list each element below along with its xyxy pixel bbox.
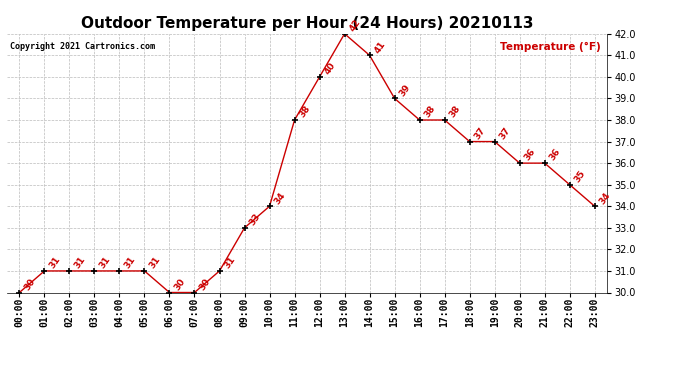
- Title: Outdoor Temperature per Hour (24 Hours) 20210113: Outdoor Temperature per Hour (24 Hours) …: [81, 16, 533, 31]
- Text: 38: 38: [448, 104, 462, 119]
- Text: 31: 31: [122, 255, 137, 270]
- Text: 30: 30: [172, 277, 187, 292]
- Text: 34: 34: [273, 190, 287, 206]
- Text: 36: 36: [522, 147, 538, 162]
- Text: 36: 36: [548, 147, 562, 162]
- Text: 39: 39: [397, 82, 412, 98]
- Text: 38: 38: [422, 104, 437, 119]
- Text: 38: 38: [297, 104, 312, 119]
- Text: 31: 31: [48, 255, 62, 270]
- Text: 31: 31: [72, 255, 87, 270]
- Text: Temperature (°F): Temperature (°F): [500, 42, 601, 52]
- Text: 37: 37: [473, 126, 487, 141]
- Text: 41: 41: [373, 39, 387, 55]
- Text: 30: 30: [197, 277, 212, 292]
- Text: Copyright 2021 Cartronics.com: Copyright 2021 Cartronics.com: [10, 42, 155, 51]
- Text: 30: 30: [22, 277, 37, 292]
- Text: 31: 31: [148, 255, 162, 270]
- Text: 35: 35: [573, 169, 587, 184]
- Text: 42: 42: [348, 18, 362, 33]
- Text: 34: 34: [598, 190, 612, 206]
- Text: 33: 33: [248, 212, 262, 227]
- Text: 31: 31: [222, 255, 237, 270]
- Text: 37: 37: [497, 126, 512, 141]
- Text: 31: 31: [97, 255, 112, 270]
- Text: 40: 40: [322, 61, 337, 76]
